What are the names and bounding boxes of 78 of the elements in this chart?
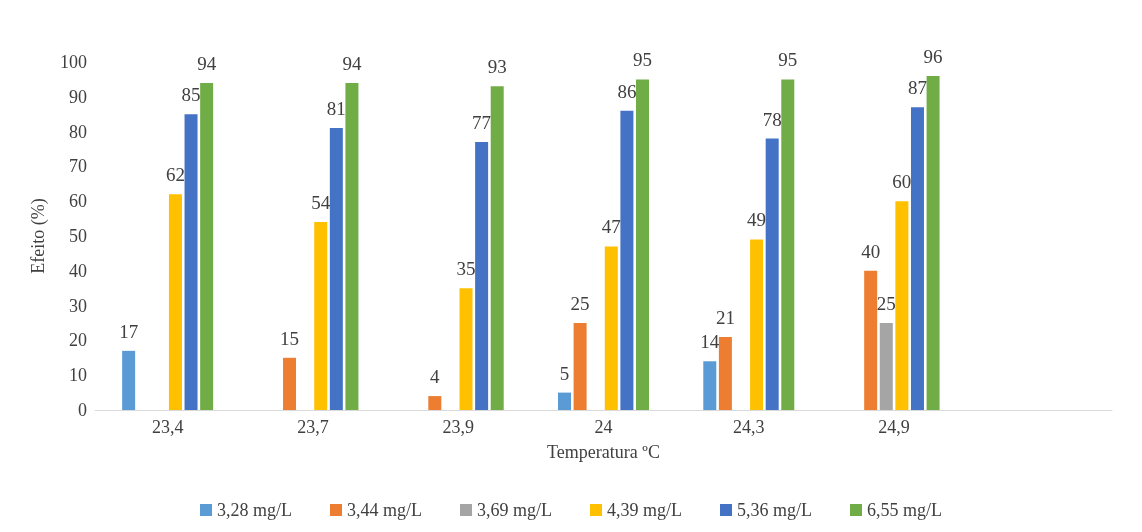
legend-label: 3,69 mg/L — [477, 500, 552, 520]
y-tick-label: 40 — [69, 260, 87, 281]
data-label: 35 — [456, 258, 476, 280]
bar — [428, 396, 442, 410]
y-tick-label: 20 — [69, 330, 87, 351]
bar — [750, 239, 764, 410]
data-label: 95 — [633, 49, 652, 71]
data-label: 4 — [430, 366, 441, 388]
data-label: 15 — [280, 327, 300, 349]
y-tick-label: 70 — [69, 156, 87, 177]
data-label: 94 — [197, 52, 217, 74]
y-tick-label: 100 — [60, 52, 87, 72]
bar — [475, 142, 489, 410]
bar — [910, 107, 924, 410]
data-label: 49 — [747, 209, 767, 231]
data-label: 86 — [617, 80, 637, 102]
x-tick-label: 24,3 — [733, 417, 765, 437]
bar — [636, 79, 649, 410]
data-label: 85 — [181, 84, 201, 106]
bar — [345, 82, 359, 410]
x-tick-label: 24 — [594, 417, 613, 437]
bar — [329, 128, 343, 410]
bar — [314, 222, 328, 410]
bar — [926, 75, 940, 410]
data-label: 25 — [570, 293, 590, 314]
bar — [168, 194, 182, 410]
x-tick-label: 23,7 — [297, 417, 329, 437]
legend-label: 6,55 mg/L — [866, 500, 942, 520]
bar — [459, 288, 473, 410]
legend-label: 3,44 mg/L — [347, 500, 423, 520]
y-tick-label: 30 — [69, 295, 87, 316]
data-label: 62 — [165, 164, 185, 186]
bar — [573, 323, 587, 410]
data-label: 21 — [715, 306, 735, 328]
bar — [895, 201, 909, 410]
y-tick-label: 50 — [69, 226, 87, 246]
y-tick-label: 60 — [69, 191, 87, 212]
data-label: 77 — [472, 112, 492, 134]
y-axis-title: Efeito (%) — [28, 198, 49, 274]
bar — [620, 110, 634, 410]
y-tick-label: 10 — [69, 365, 87, 386]
bar — [490, 86, 504, 410]
bar — [703, 361, 717, 410]
y-tick-label: 0 — [78, 400, 87, 420]
data-label: 14 — [700, 331, 720, 353]
data-label: 81 — [326, 98, 346, 120]
legend-label: 3,28 mg/L — [217, 500, 293, 520]
data-label: 5 — [559, 362, 570, 384]
data-label: 95 — [778, 49, 798, 71]
data-label: 78 — [762, 108, 782, 130]
bar — [718, 336, 732, 410]
bar — [283, 357, 297, 410]
bar — [765, 138, 779, 410]
bar — [122, 350, 136, 410]
data-label: 93 — [487, 56, 507, 78]
data-label: 25 — [876, 293, 896, 314]
legend-label: 5,36 mg/L — [737, 500, 812, 520]
data-label: 96 — [923, 45, 943, 67]
data-label: 17 — [119, 320, 139, 342]
bar — [604, 246, 618, 410]
x-tick-label: 23,4 — [151, 417, 184, 437]
y-tick-label: 80 — [69, 121, 87, 142]
data-label: 94 — [342, 52, 362, 74]
data-label: 87 — [907, 77, 927, 99]
bar — [781, 79, 795, 410]
bar — [184, 114, 198, 410]
bar — [200, 82, 214, 410]
bar — [879, 323, 893, 410]
legend-label: 4,39 mg/L — [607, 500, 682, 520]
bar — [864, 270, 878, 410]
x-tick-label: 23,9 — [442, 417, 474, 437]
y-tick-label: 90 — [69, 86, 87, 107]
bar — [558, 392, 571, 410]
data-label: 40 — [861, 240, 881, 262]
data-label: 54 — [311, 192, 331, 214]
x-axis-title: Temperatura ºC — [547, 442, 660, 462]
x-tick-label: 24,9 — [878, 417, 910, 437]
data-label: 60 — [892, 171, 912, 193]
